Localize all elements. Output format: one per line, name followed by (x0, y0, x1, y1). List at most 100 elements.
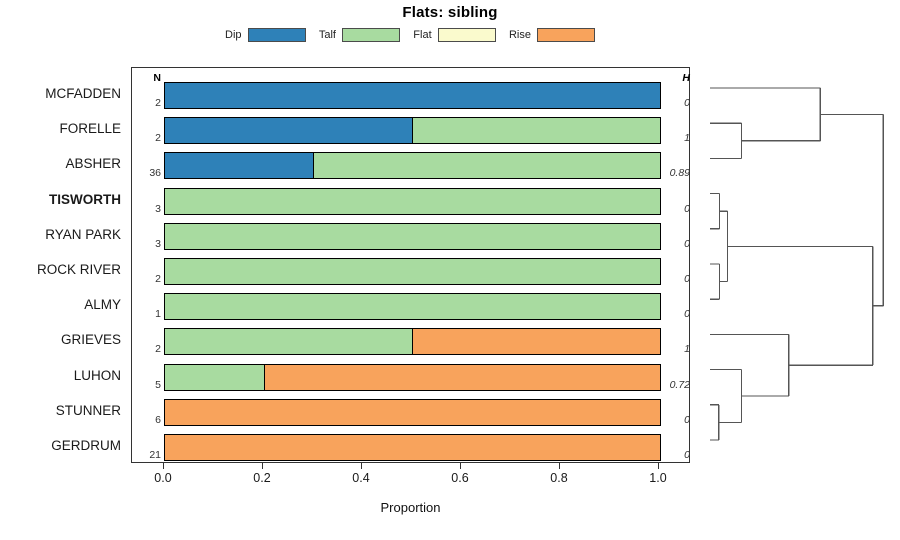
x-axis-tick (460, 463, 461, 469)
x-axis-tick-label: 0.0 (154, 471, 172, 485)
row-h-value: 0.72 (669, 378, 690, 391)
legend-swatch (437, 27, 496, 42)
bar-segment-talf[interactable] (165, 294, 660, 320)
row-h-value: 0 (684, 237, 690, 250)
x-axis-tick (658, 463, 659, 469)
stacked-bar[interactable] (164, 434, 661, 461)
bar-segment-talf[interactable] (165, 364, 264, 390)
bar-segment-dip[interactable] (165, 118, 413, 144)
stacked-bar[interactable] (164, 293, 661, 321)
stacked-bar[interactable] (164, 398, 661, 426)
legend-item-flat: Flat (413, 27, 496, 42)
row-h-value: 1 (684, 343, 690, 356)
x-axis-tick-label: 0.6 (451, 471, 469, 485)
legend-swatch (341, 27, 400, 42)
y-axis-label-tisworth: TISWORTH (49, 191, 121, 207)
x-axis: 0.0 0.2 0.4 0.6 0.8 1.0 (131, 463, 690, 503)
bar-segment-talf[interactable] (165, 223, 660, 249)
dendrogram (700, 60, 900, 470)
row-n-value: 1 (155, 308, 161, 321)
x-axis-tick (163, 463, 164, 469)
row-n-value: 3 (155, 237, 161, 250)
row-n-value: 3 (155, 202, 161, 215)
bar-segment-rise[interactable] (165, 435, 660, 460)
row-h-value: 0.89 (669, 167, 690, 180)
y-axis-labels: MCFADDEN FORELLE ABSHER TISWORTH RYAN PARK RO… (0, 67, 127, 463)
bar-segment-rise[interactable] (412, 329, 660, 355)
legend-label: Rise (508, 28, 531, 41)
x-axis-tick-label: 1.0 (649, 471, 667, 485)
bar-segment-talf[interactable] (313, 153, 660, 179)
stacked-bar[interactable] (164, 328, 661, 356)
row-h-value: 0 (684, 449, 690, 461)
bar-rows: 2 0 2 1 36 0.89 3 0 3 0 2 0 1 0 2 1 5 0.72 6 0 21 0 (132, 68, 691, 462)
row-n-value: 5 (155, 378, 161, 391)
legend-label: Flat (413, 28, 432, 41)
y-axis-label-forelle: FORELLE (59, 121, 121, 137)
y-axis-label-gerdrum: GERDRUM (51, 438, 121, 453)
bar-segment-talf[interactable] (165, 329, 413, 355)
stacked-bar[interactable] (164, 117, 661, 145)
row-h-value: 0 (684, 273, 690, 285)
bar-segment-dip[interactable] (165, 153, 314, 179)
bar-segment-rise[interactable] (263, 364, 660, 390)
y-axis-label-rock-river: ROCK RIVER (36, 262, 121, 277)
stacked-bar[interactable] (164, 258, 661, 285)
x-axis-tick (262, 463, 263, 469)
y-axis-label-absher: ABSHER (65, 156, 121, 172)
row-n-value: 2 (155, 97, 161, 109)
row-h-value: 0 (684, 97, 690, 109)
stacked-bar[interactable] (164, 152, 661, 180)
column-header-h: H (682, 72, 690, 84)
legend-item-rise: Rise (508, 27, 595, 42)
y-axis-label-almy: ALMY (84, 297, 121, 313)
stacked-bar[interactable] (164, 187, 661, 215)
row-h-value: 0 (684, 308, 690, 321)
x-axis-tick-label: 0.8 (550, 471, 568, 485)
y-axis-label-luhon: LUHON (73, 367, 121, 383)
bar-segment-rise[interactable] (165, 399, 660, 425)
row-h-value: 0 (684, 413, 690, 426)
y-axis-label-mcfadden: MCFADDEN (45, 86, 121, 101)
row-n-value: 2 (155, 132, 161, 145)
table-row: 5 0.72 (132, 363, 691, 392)
y-axis-label-grieves: GRIEVES (60, 332, 121, 348)
row-n-value: 2 (155, 273, 161, 285)
x-axis-tick (361, 463, 362, 469)
x-axis-tick-label: 0.4 (352, 471, 370, 485)
legend: Dip Talf Flat Rise (225, 26, 595, 43)
row-h-value: 1 (684, 132, 690, 145)
legend-swatch (247, 27, 306, 42)
legend-swatch (536, 27, 595, 42)
bar-segment-talf[interactable] (412, 118, 660, 144)
dendrogram-svg (710, 87, 884, 441)
column-header-n: N (153, 72, 161, 84)
table-row: 36 0.89 (132, 152, 691, 180)
row-n-value: 36 (149, 167, 161, 180)
legend-label: Dip (225, 28, 242, 41)
row-n-value: 2 (155, 343, 161, 356)
stacked-bar[interactable] (164, 363, 661, 391)
bar-segment-talf[interactable] (165, 188, 660, 214)
bar-segment-talf[interactable] (165, 259, 660, 284)
table-row: 21 0 (132, 434, 691, 462)
legend-item-talf: Talf (318, 27, 400, 42)
row-h-value: 0 (684, 202, 690, 215)
legend-label: Talf (318, 28, 336, 41)
page-title: Flats: sibling (402, 4, 498, 21)
x-axis-tick-label: 0.2 (253, 471, 271, 485)
row-n-value: 6 (155, 413, 161, 426)
y-axis-label-ryan-park: RYAN PARK (45, 226, 121, 242)
stacked-bar[interactable] (164, 222, 661, 250)
stacked-bar[interactable] (164, 82, 661, 109)
row-n-value: 21 (149, 449, 161, 461)
bar-segment-dip[interactable] (165, 83, 660, 108)
